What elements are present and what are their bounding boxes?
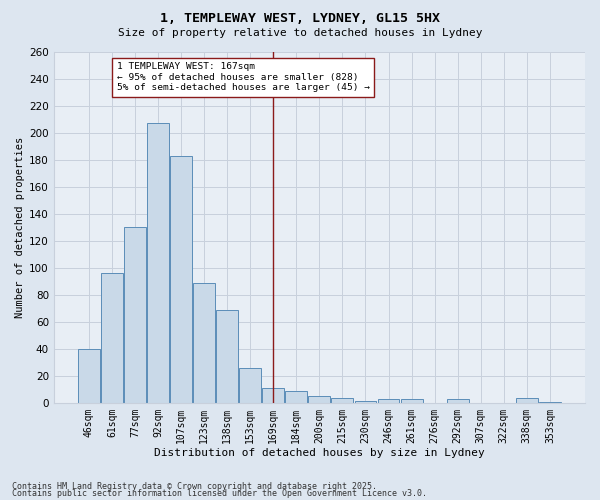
Bar bbox=[308, 396, 331, 403]
Bar bbox=[101, 274, 123, 403]
Bar bbox=[193, 283, 215, 403]
Bar bbox=[447, 399, 469, 403]
Text: Size of property relative to detached houses in Lydney: Size of property relative to detached ho… bbox=[118, 28, 482, 38]
X-axis label: Distribution of detached houses by size in Lydney: Distribution of detached houses by size … bbox=[154, 448, 485, 458]
Y-axis label: Number of detached properties: Number of detached properties bbox=[15, 136, 25, 318]
Bar bbox=[401, 399, 422, 403]
Text: 1, TEMPLEWAY WEST, LYDNEY, GL15 5HX: 1, TEMPLEWAY WEST, LYDNEY, GL15 5HX bbox=[160, 12, 440, 26]
Bar bbox=[377, 399, 400, 403]
Bar bbox=[355, 400, 376, 403]
Bar bbox=[147, 123, 169, 403]
Bar bbox=[78, 349, 100, 403]
Bar bbox=[262, 388, 284, 403]
Text: Contains HM Land Registry data © Crown copyright and database right 2025.: Contains HM Land Registry data © Crown c… bbox=[12, 482, 377, 491]
Bar bbox=[124, 228, 146, 403]
Text: Contains public sector information licensed under the Open Government Licence v3: Contains public sector information licen… bbox=[12, 490, 427, 498]
Bar bbox=[539, 402, 561, 403]
Text: 1 TEMPLEWAY WEST: 167sqm
← 95% of detached houses are smaller (828)
5% of semi-d: 1 TEMPLEWAY WEST: 167sqm ← 95% of detach… bbox=[116, 62, 370, 92]
Bar bbox=[239, 368, 261, 403]
Bar bbox=[170, 156, 192, 403]
Bar bbox=[516, 398, 538, 403]
Bar bbox=[216, 310, 238, 403]
Bar bbox=[286, 391, 307, 403]
Bar bbox=[331, 398, 353, 403]
